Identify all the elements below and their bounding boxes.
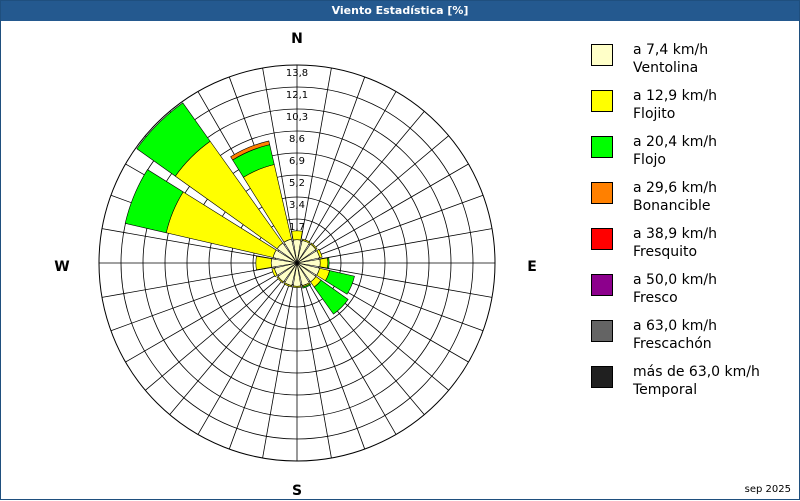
legend-item: a 7,4 km/h Ventolina [591, 41, 796, 87]
petal-nnw-bonancible [230, 140, 271, 161]
compass-south-label: S [292, 483, 302, 499]
compass-east-label: E [527, 259, 537, 275]
legend-swatch [591, 228, 613, 250]
grid-spoke [304, 76, 366, 243]
petal-sse-flojo [302, 283, 312, 289]
compass-north-label: N [291, 31, 303, 47]
ring-label: 3,4 [289, 200, 305, 211]
legend-swatch [591, 44, 613, 66]
ring-label: 8,6 [289, 134, 305, 145]
legend-speed: a 38,9 km/h [633, 226, 717, 242]
ring-labels: 1,7 3,4 5,2 6,9 8,6 10,3 12,1 13,8 [286, 68, 308, 233]
legend-speed: más de 63,0 km/h [633, 364, 760, 380]
petal-wnw-flojo [124, 169, 184, 234]
ring-label: 6,9 [289, 156, 305, 167]
grid-spoke [313, 135, 449, 250]
grid-spoke [145, 276, 281, 391]
legend-name: Flojo [633, 152, 666, 168]
legend-label: a 20,4 km/h Flojo [633, 133, 717, 169]
legend-swatch [591, 182, 613, 204]
legend-name: Ventolina [633, 60, 699, 76]
legend-speed: a 7,4 km/h [633, 42, 709, 58]
legend-speed: a 29,6 km/h [633, 180, 717, 196]
petal-s-flojito [292, 285, 302, 288]
legend-item: a 29,6 km/h Bonancible [591, 179, 796, 225]
legend-item: más de 63,0 km/h Temporal [591, 363, 796, 409]
grid-spoke [125, 273, 279, 363]
grid-spoke [307, 91, 397, 245]
legend-name: Flojito [633, 106, 676, 122]
legend-swatch [591, 136, 613, 158]
ring-label: 12,1 [286, 90, 308, 101]
legend-name: Frescachón [633, 336, 712, 352]
legend-label: a 50,0 km/h Fresco [633, 271, 717, 307]
legend-item: a 12,9 km/h Flojito [591, 87, 796, 133]
petal-e-flojito [319, 257, 329, 269]
ring-label: 13,8 [286, 68, 308, 79]
date-label: sep 2025 [744, 484, 791, 495]
legend-swatch [591, 320, 613, 342]
chart-title: Viento Estadística [%] [1, 1, 799, 21]
petal-nw-flojo [136, 102, 211, 177]
petal-ssw-flojito [283, 282, 293, 288]
legend-speed: a 12,9 km/h [633, 88, 717, 104]
petal-wsw-flojito [271, 267, 278, 278]
ring-label: 1,7 [289, 222, 305, 233]
legend-item: a 50,0 km/h Fresco [591, 271, 796, 317]
grid-spoke [318, 266, 493, 298]
legend-name: Bonancible [633, 198, 711, 214]
grid-spoke [262, 284, 294, 459]
compass-west-label: W [54, 259, 69, 275]
grid-spoke [307, 281, 397, 435]
legend-label: a 63,0 km/h Frescachón [633, 317, 717, 353]
legend-label: a 29,6 km/h Bonancible [633, 179, 717, 215]
legend-swatch [591, 90, 613, 112]
legend-label: a 7,4 km/h Ventolina [633, 41, 708, 77]
grid-spoke [197, 281, 287, 435]
grid-spoke [101, 266, 276, 298]
grid-spoke [169, 279, 284, 415]
petal-ese-flojo [324, 270, 355, 295]
petal-se-flojo [313, 279, 349, 315]
grid-spoke [317, 194, 484, 256]
legend-item: a 38,9 km/h Fresquito [591, 225, 796, 271]
ring-label: 10,3 [286, 112, 308, 123]
grid-spoke [262, 67, 294, 242]
legend-swatch [591, 366, 613, 388]
grid-spoke [300, 67, 332, 242]
ring-label: 5,2 [289, 178, 305, 189]
petal-w-flojito [255, 255, 272, 271]
legend-label: más de 63,0 km/h Temporal [633, 363, 760, 399]
legend-label: a 12,9 km/h Flojito [633, 87, 717, 123]
legend-speed: a 20,4 km/h [633, 134, 717, 150]
legend-name: Fresco [633, 290, 678, 306]
legend-item: a 20,4 km/h Flojo [591, 133, 796, 179]
petal-e-flojo [327, 257, 330, 269]
petal-nne-flojito [301, 238, 311, 244]
legend-item: a 63,0 km/h Frescachón [591, 317, 796, 363]
legend-label: a 38,9 km/h Fresquito [633, 225, 717, 261]
grid-spoke [318, 228, 493, 260]
petal-ene-flojito [316, 248, 323, 259]
grid-spoke [315, 163, 469, 253]
grid-spoke [110, 270, 277, 332]
grid-spoke [228, 283, 290, 450]
legend-speed: a 50,0 km/h [633, 272, 717, 288]
legend-speed: a 63,0 km/h [633, 318, 717, 334]
legend-swatch [591, 274, 613, 296]
grid-spoke [304, 283, 366, 450]
legend: a 7,4 km/h Ventolina a 12,9 km/h Flojito a 2… [591, 41, 796, 409]
petal-ne-flojito [310, 242, 318, 250]
legend-name: Temporal [633, 382, 698, 398]
petal-sw-flojito [276, 276, 284, 284]
legend-name: Fresquito [633, 244, 698, 260]
petal-n-flojito [291, 230, 303, 241]
grid-spoke [101, 228, 276, 260]
grid-spoke [300, 284, 332, 459]
wind-rose-petals [124, 102, 355, 315]
grid-spoke [310, 111, 425, 247]
